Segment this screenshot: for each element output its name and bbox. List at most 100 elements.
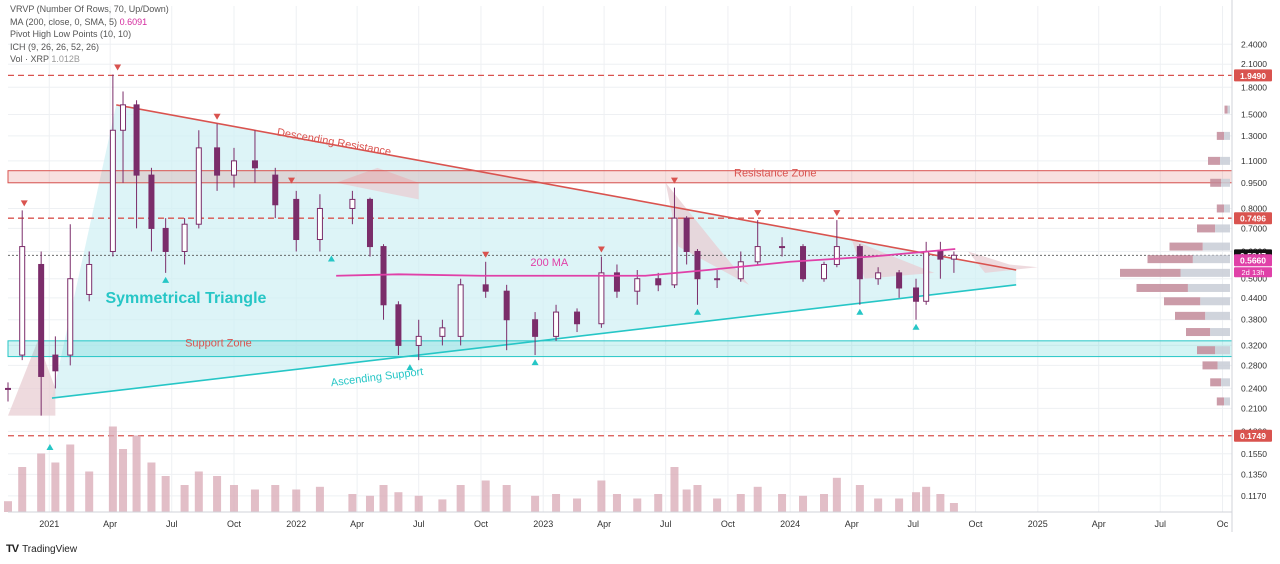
x-tick-label: Apr xyxy=(350,519,364,529)
legend-ichimoku[interactable]: ICH (9, 26, 26, 52, 26) xyxy=(10,41,169,54)
y-tick-label: 0.4400 xyxy=(1241,293,1267,303)
y-tick-label: 0.9500 xyxy=(1241,178,1267,188)
legend-ma[interactable]: MA (200, close, 0, SMA, 5) 0.6091 xyxy=(10,16,169,29)
volume-bar xyxy=(456,485,465,512)
candle-body xyxy=(683,217,690,252)
candle-body xyxy=(181,223,188,252)
volume-profile-bar xyxy=(1216,204,1225,213)
volume-bar xyxy=(552,494,561,512)
volume-bar xyxy=(855,485,864,512)
candle-body xyxy=(714,278,721,281)
candle-body xyxy=(230,160,237,176)
legend-ma-value: 0.6091 xyxy=(119,16,148,27)
ichimoku-cloud-segment xyxy=(968,251,1038,273)
volume-profile-bar xyxy=(1205,311,1230,320)
y-tick-label: 0.2400 xyxy=(1241,383,1267,393)
y-tick-label: 0.1350 xyxy=(1241,469,1267,479)
volume-profile-bar xyxy=(1187,283,1230,292)
candle-body xyxy=(821,263,827,280)
pivot-high-marker xyxy=(213,113,221,120)
y-tick-label: 0.8000 xyxy=(1241,203,1267,213)
volume-bar xyxy=(4,501,12,512)
volume-profile-bar xyxy=(1224,204,1230,213)
volume-profile-bar xyxy=(1224,105,1228,114)
volume-bar xyxy=(315,486,324,512)
volume-profile-bar xyxy=(1210,178,1222,187)
volume-profile-bar xyxy=(1224,397,1230,406)
pivot-low-marker xyxy=(531,359,539,366)
y-tick-label: 2.4000 xyxy=(1241,39,1267,49)
candle-body xyxy=(195,147,202,225)
candle-body xyxy=(439,327,446,337)
legend-pivot[interactable]: Pivot High Low Points (10, 10) xyxy=(10,28,169,41)
volume-bar xyxy=(85,471,94,512)
horizontal-levels xyxy=(8,74,1232,437)
price-label-box xyxy=(1234,212,1272,225)
candle-body xyxy=(671,217,678,286)
candle-body xyxy=(574,311,581,325)
x-tick-label: Oct xyxy=(969,519,984,529)
volume-profile-bar xyxy=(1224,131,1230,140)
candle-body xyxy=(67,278,74,356)
volume-profile-bar xyxy=(1227,105,1230,114)
volume-bar xyxy=(895,498,904,512)
candle-body xyxy=(913,287,920,302)
candle-body xyxy=(613,272,620,292)
volume-profile-bar xyxy=(1221,178,1230,187)
volume-bar xyxy=(414,495,423,512)
candle-body xyxy=(950,254,957,260)
volume-profile-bar xyxy=(1217,361,1230,370)
volume-bar xyxy=(597,480,606,512)
y-tick-label: 1.8000 xyxy=(1241,82,1267,92)
zones xyxy=(7,170,1233,358)
volume-bar xyxy=(633,498,642,512)
chart-annotation: Support Zone xyxy=(185,337,252,349)
ichimoku-cloud xyxy=(8,104,1038,416)
x-tick-label: Jul xyxy=(166,519,178,529)
ascending-support-line xyxy=(51,284,1017,399)
y-tick-label: 2.1000 xyxy=(1241,59,1267,69)
pivot-high-marker xyxy=(833,210,841,217)
legend-volume[interactable]: Vol · XRP 1.012B xyxy=(10,53,169,66)
candle-body xyxy=(52,354,59,372)
volume-bar xyxy=(66,444,75,512)
volume-profile-bar xyxy=(1169,242,1203,251)
volume-profile-bar xyxy=(1197,346,1216,355)
candle-body xyxy=(875,272,882,280)
volume-profile-bar xyxy=(1208,156,1221,165)
candles xyxy=(5,74,957,416)
chart-annotation: Ascending Support xyxy=(330,366,424,389)
volume-bar xyxy=(949,503,958,512)
candle-body xyxy=(598,272,605,325)
volume-bar xyxy=(250,489,259,512)
volume-profile-bar xyxy=(1216,131,1225,140)
ichimoku-cloud-segment xyxy=(336,167,419,200)
volume-bar xyxy=(573,498,582,512)
indicator-legend: VRVP (Number Of Rows, 70, Up/Down) MA (2… xyxy=(10,3,169,66)
pivot-low-marker xyxy=(327,255,335,262)
candle-body xyxy=(133,104,140,176)
legend-vrvp[interactable]: VRVP (Number Of Rows, 70, Up/Down) xyxy=(10,3,169,16)
candle-body xyxy=(482,284,489,292)
y-tick-label: 1.3000 xyxy=(1241,131,1267,141)
tradingview-brand[interactable]: TV TradingView xyxy=(6,543,77,555)
candle-body xyxy=(316,207,323,241)
pivot-high-marker xyxy=(670,177,678,184)
candle-body xyxy=(553,311,560,337)
price-label: 0.5660 xyxy=(1240,256,1266,266)
volume-bar xyxy=(108,426,117,512)
ma-200-line xyxy=(336,248,956,277)
volume-bar xyxy=(612,494,621,512)
legend-vol-value: 1.012B xyxy=(51,54,80,65)
candle-body xyxy=(293,198,300,241)
trendlines xyxy=(51,104,1017,399)
y-tick-label: 0.5000 xyxy=(1241,274,1267,284)
candle-body xyxy=(415,335,422,346)
candle-body xyxy=(779,246,786,249)
volume-bar xyxy=(753,486,762,512)
volume-bar xyxy=(180,485,189,512)
volume-profile-bar xyxy=(1175,311,1206,320)
pivot-low-marker xyxy=(406,364,414,371)
volume-bar xyxy=(832,477,841,512)
